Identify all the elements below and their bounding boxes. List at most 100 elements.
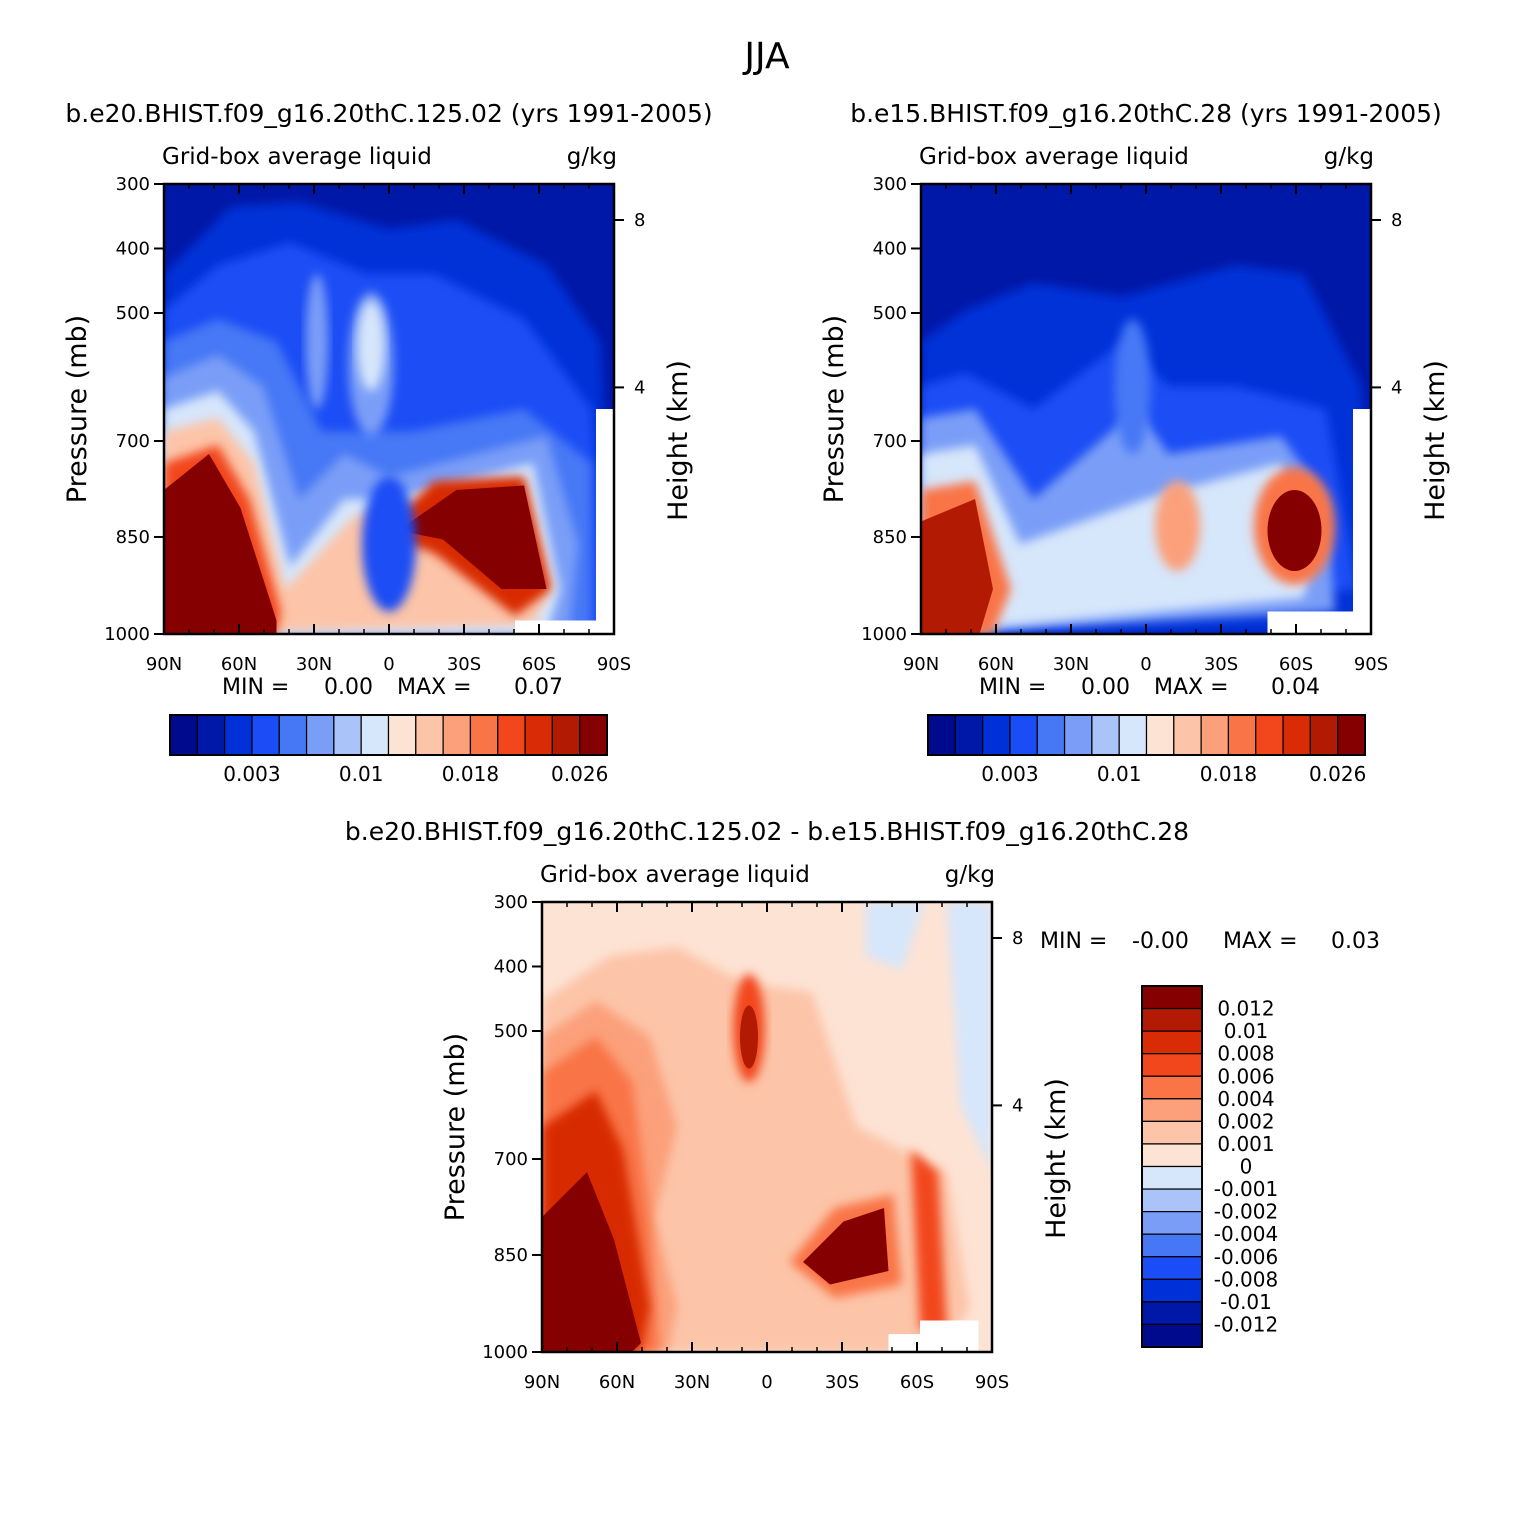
x-tick-label: 30S xyxy=(1204,654,1238,675)
x-tick-label: 30S xyxy=(447,654,481,675)
colorbar-swatch xyxy=(1173,714,1202,756)
y-right-tick-label: 4 xyxy=(1391,377,1402,398)
colorbar-label: -0.012 xyxy=(1214,1312,1278,1336)
colorbar-swatch xyxy=(1309,714,1339,756)
colorbar-swatch xyxy=(1141,1075,1203,1100)
y-tick-label: 400 xyxy=(494,956,528,977)
colorbar-swatch xyxy=(469,714,499,756)
panel-title: b.e20.BHIST.f09_g16.20thC.125.02 (yrs 19… xyxy=(65,99,712,128)
colorbar-swatch xyxy=(1200,714,1230,756)
x-tick-label: 30N xyxy=(674,1372,710,1393)
colorbar-label: 0.002 xyxy=(1217,1109,1274,1133)
colorbar-swatch xyxy=(1145,714,1175,756)
colorbar-swatch xyxy=(251,714,280,756)
x-tick-label: 60N xyxy=(221,654,257,675)
x-tick-label: 90S xyxy=(975,1372,1009,1393)
colorbar-swatch xyxy=(1337,714,1366,756)
colorbar-swatch xyxy=(954,714,984,756)
colorbar-swatch xyxy=(415,714,444,756)
colorbar-label: -0.004 xyxy=(1214,1222,1278,1246)
colorbar-swatch xyxy=(387,714,417,756)
y-tick-label: 300 xyxy=(873,174,907,195)
variable-label: Grid-box average liquid xyxy=(540,862,810,888)
colorbar-label: -0.008 xyxy=(1214,1267,1278,1291)
x-tick-label: 90N xyxy=(146,654,182,675)
contour-field xyxy=(164,184,614,634)
y-tick-label: 400 xyxy=(873,238,907,259)
page-title: JJA xyxy=(742,36,790,77)
x-tick-label: 0 xyxy=(1140,654,1151,675)
x-tick-label: 90S xyxy=(1354,654,1388,675)
colorbar-swatch xyxy=(169,714,198,756)
colorbar-swatch xyxy=(224,714,253,756)
max-value: 0.07 xyxy=(514,675,563,700)
colorbar-swatch xyxy=(1036,714,1066,756)
y-right-tick-label: 8 xyxy=(1391,210,1402,231)
colorbar-frame xyxy=(927,714,1366,756)
colorbar: 0.003 0.01 0.018 0.026 xyxy=(927,714,1366,786)
y-tick-label: 850 xyxy=(494,1245,528,1266)
contour-field xyxy=(542,902,992,1352)
colorbar-swatch xyxy=(524,714,553,756)
colorbar-frame xyxy=(169,714,608,756)
x-tick-label: 90N xyxy=(903,654,939,675)
colorbar-swatch xyxy=(278,714,308,756)
colorbar-swatch xyxy=(497,714,526,756)
y-tick-label: 850 xyxy=(873,527,907,548)
y-tick-label: 1000 xyxy=(861,624,907,645)
x-tick-label: 60S xyxy=(1279,654,1313,675)
colorbar-swatch xyxy=(305,714,335,756)
panel-title: b.e20.BHIST.f09_g16.20thC.125.02 - b.e15… xyxy=(345,817,1189,846)
colorbar-label: 0.01 xyxy=(1097,762,1142,786)
colorbar-swatch xyxy=(1141,1301,1203,1326)
min-value: -0.00 xyxy=(1132,929,1189,954)
min-label: MIN = xyxy=(222,675,289,700)
y-tick-label: 300 xyxy=(494,892,528,913)
colorbar-swatch xyxy=(333,714,362,756)
colorbar-swatch xyxy=(1141,1098,1203,1122)
y-right-tick-label: 8 xyxy=(1012,928,1023,949)
y-right-axis-title: Height (km) xyxy=(663,360,694,521)
panel-case: b.e20.BHIST.f09_g16.20thC.125.02 (yrs 19… xyxy=(62,99,713,786)
colorbar-label: -0.002 xyxy=(1214,1200,1278,1224)
x-tick-label: 90S xyxy=(597,654,631,675)
colorbar-label: 0.026 xyxy=(551,762,608,786)
colorbar-swatch xyxy=(1141,1030,1203,1055)
x-tick-label: 90N xyxy=(524,1372,560,1393)
x-tick-label: 60S xyxy=(900,1372,934,1393)
colorbar-label: 0.003 xyxy=(981,762,1038,786)
colorbar-label: 0.018 xyxy=(1200,762,1257,786)
y-right-tick-label: 4 xyxy=(1012,1095,1023,1116)
y-tick-label: 500 xyxy=(494,1021,528,1042)
colorbar-label: 0 xyxy=(1240,1155,1253,1179)
colorbar-swatch xyxy=(1118,714,1148,756)
y-tick-label: 700 xyxy=(873,431,907,452)
colorbar-swatch xyxy=(442,714,472,756)
colorbar-swatch xyxy=(1091,714,1120,756)
colorbar-swatch xyxy=(196,714,226,756)
colorbar-swatch xyxy=(551,714,581,756)
colorbar-label: 0.026 xyxy=(1309,762,1366,786)
y-axis-title: Pressure (mb) xyxy=(62,315,93,503)
y-axis-title: Pressure (mb) xyxy=(440,1033,471,1221)
min-max-label: MIN = 0.00 MAX = 0.07 xyxy=(222,675,563,700)
colorbar-label: 0.003 xyxy=(223,762,280,786)
x-tick-label: 60S xyxy=(522,654,556,675)
colorbar-swatch xyxy=(360,714,390,756)
y-tick-label: 1000 xyxy=(104,624,150,645)
units-label: g/kg xyxy=(567,144,617,170)
y-right-axis-title: Height (km) xyxy=(1420,360,1451,521)
colorbar-label: 0.001 xyxy=(1217,1132,1274,1156)
x-tick-label: 0 xyxy=(383,654,394,675)
colorbar-label: -0.01 xyxy=(1220,1290,1272,1314)
colorbar-swatch xyxy=(579,714,608,756)
colorbar-swatch xyxy=(1282,714,1311,756)
variable-label: Grid-box average liquid xyxy=(919,144,1189,170)
colorbar-swatch xyxy=(1063,714,1093,756)
colorbar-swatch xyxy=(1141,1165,1203,1190)
min-value: 0.00 xyxy=(324,675,373,700)
colorbar-swatch xyxy=(1141,1120,1203,1145)
y-tick-label: 500 xyxy=(116,303,150,324)
max-label: MAX = xyxy=(397,675,472,700)
